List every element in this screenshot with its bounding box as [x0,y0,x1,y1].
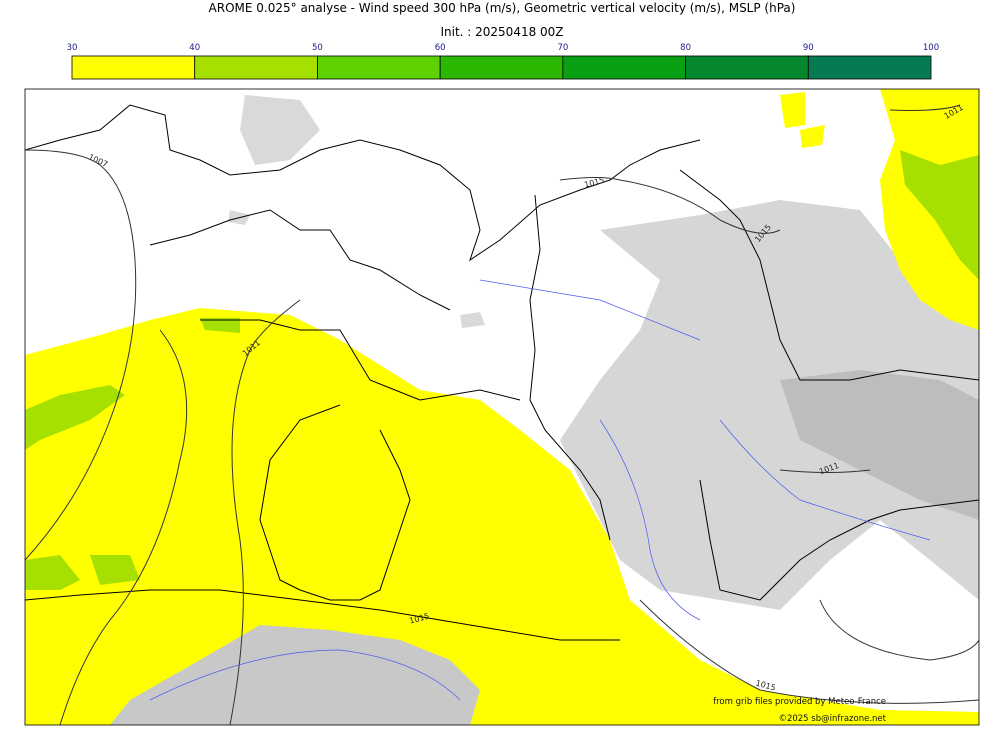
colorbar-segment [807,55,932,80]
colorbar-segment [562,55,686,80]
credit: from grib files provided by Meteo-France [713,697,886,707]
map-area: 1007 1011 1015 1015 1011 1011 1015 1015 … [25,89,979,725]
map-title: AROME 0.025° analyse - Wind speed 300 hP… [209,1,796,15]
colorbar-tick-label: 80 [680,43,691,53]
colorbar-tick-label: 90 [803,43,814,53]
colorbar-tick-label: 100 [923,43,939,53]
colorbar-tick-label: 70 [557,43,568,53]
colorbar-segment [317,55,441,80]
colorbar-segment [71,55,196,80]
credit: ©2025 sb@infrazone.net [778,714,886,724]
colorbar-tick-label: 30 [67,43,78,53]
colorbar-segment [439,55,564,80]
colorbar-tick-label: 50 [312,43,323,53]
map-subtitle: Init. : 20250418 00Z [440,25,563,39]
colorbar: 30 40 50 60 70 80 90 100 [67,43,939,80]
colorbar-segment [685,55,809,80]
colorbar-tick-label: 40 [189,43,200,53]
colorbar-tick-label: 60 [435,43,446,53]
colorbar-segment [194,55,318,80]
map-frame [24,88,980,726]
